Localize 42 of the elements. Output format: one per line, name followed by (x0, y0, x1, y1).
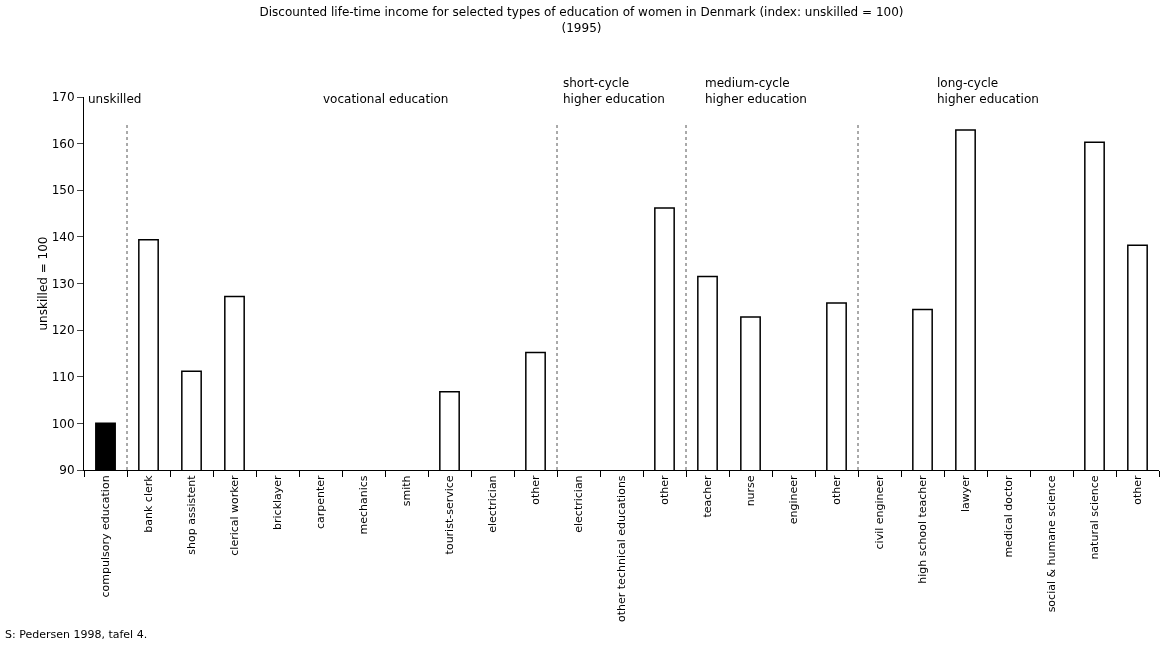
y-tick-label: 90 (59, 463, 75, 478)
y-tick-label: 160 (51, 136, 75, 151)
x-tick-label: tourist-service (443, 475, 457, 555)
y-tick-label: 130 (51, 276, 75, 291)
x-tick-label: clerical worker (228, 474, 242, 556)
y-tick-label: 110 (51, 369, 75, 384)
y-axis-title: unskilled = 100 (35, 236, 50, 331)
annotation: vocational education (323, 92, 449, 106)
text: S: Pedersen 1998, tafel 4. (5, 628, 148, 641)
x-tick-label: civil engineer (873, 474, 887, 550)
annotation: short-cycle higher education (563, 76, 665, 106)
x-tick-label: bricklayer (271, 474, 285, 530)
x-tick-label: other (1131, 474, 1145, 505)
x-tick-label: other (529, 474, 543, 505)
chart-title: Discounted life-time income for selected types of education of women in Denmark (index: unskilled = 100) (1995) (259, 5, 904, 35)
y-tick-label: 170 (51, 90, 75, 105)
x-tick-label: mechanics (357, 475, 371, 535)
y-tick-label: 120 (51, 323, 75, 338)
x-tick-label: other technical educations (615, 475, 629, 622)
x-tick-label: lawyer (959, 474, 973, 512)
x-tick-label: compulsory education (99, 475, 113, 598)
x-tick-label: engineer (787, 474, 801, 525)
x-tick-label: electrician (486, 475, 500, 533)
x-tick-label: high school teacher (916, 474, 930, 584)
y-tick-label: 140 (51, 230, 75, 245)
x-tick-label: shop assistent (185, 474, 199, 555)
x-tick-label: smith (400, 475, 414, 507)
x-tick-label: social & humane science (1045, 475, 1059, 613)
x-tick-label: bank clerk (142, 474, 156, 533)
x-tick-label: medical doctor (1002, 474, 1016, 558)
annotation: unskilled (88, 92, 142, 106)
y-tick-label: 100 (51, 416, 75, 431)
x-tick-label: electrician (572, 475, 586, 533)
annotation: long-cycle higher education (937, 76, 1039, 106)
y-tick-label: 150 (51, 183, 75, 198)
annotation: medium-cycle higher education (705, 76, 807, 106)
x-tick-label: natural science (1088, 475, 1102, 560)
x-tick-label: carpenter (314, 474, 328, 530)
x-tick-label: other (658, 474, 672, 505)
x-tick-label: other (830, 474, 844, 505)
x-tick-label: teacher (701, 474, 715, 518)
x-tick-label: nurse (744, 475, 758, 507)
